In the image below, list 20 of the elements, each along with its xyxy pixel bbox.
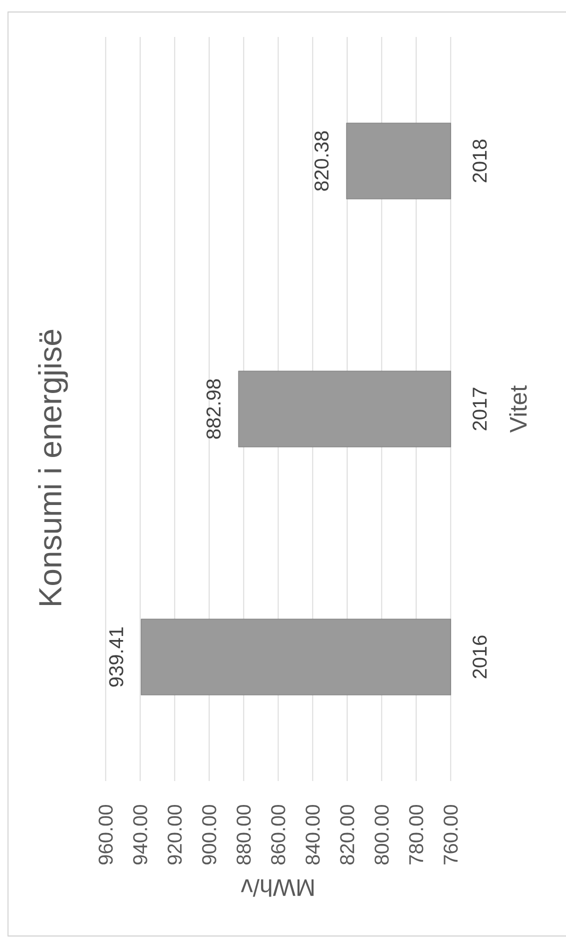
y-tick-label: 2016 [472,636,487,678]
x-tick-label: 800.00 [374,804,389,864]
x-tick-label: 960.00 [98,804,113,864]
data-label: 882.98 [206,379,221,439]
x-tick-label: 900.00 [202,804,216,864]
data-label: 820.38 [314,131,329,191]
x-tick-label: 920.00 [168,804,182,864]
x-tick-label: 860.00 [271,804,286,864]
y-tick-label: 2017 [472,388,487,430]
x-tick-label: 840.00 [306,804,320,864]
x-tick-label: 780.00 [409,804,424,864]
data-label: 939.41 [109,627,124,687]
x-tick-label: 820.00 [340,804,354,864]
y-tick-label: 2018 [472,140,487,182]
x-tick-label: 880.00 [236,804,251,864]
x-tick-label: 940.00 [133,804,148,864]
text: Konsumi i energjisë [38,330,68,606]
y-axis-title: Vitet [509,385,527,433]
x-tick-label: 760.00 [444,804,458,864]
x-axis-title: MWh/v [240,879,314,897]
